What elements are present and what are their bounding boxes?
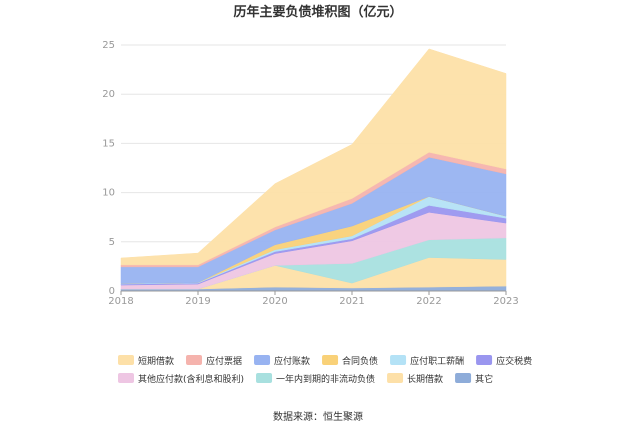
x-tick-label: 2018 — [108, 296, 133, 307]
legend-swatch — [118, 373, 134, 383]
legend-swatch — [322, 355, 339, 365]
legend-label: 一年内到期的非流动负债 — [276, 373, 375, 385]
y-tick-label: 25 — [102, 40, 115, 51]
y-tick-label: 20 — [102, 89, 115, 100]
legend-label: 其它 — [475, 373, 493, 385]
legend-item[interactable]: 应付票据 — [186, 355, 242, 367]
legend-swatch — [186, 355, 203, 365]
legend-swatch — [387, 373, 404, 383]
legend-label: 应付账款 — [274, 355, 310, 367]
legend-item[interactable]: 应付账款 — [254, 355, 310, 367]
legend-item[interactable]: 长期借款 — [387, 373, 443, 385]
y-tick-label: 5 — [109, 237, 115, 248]
legend-swatch — [256, 373, 273, 383]
legend-item[interactable]: 应交税费 — [476, 355, 532, 367]
chart-title: 历年主要负债堆积图（亿元） — [233, 4, 402, 20]
x-tick-label: 2023 — [493, 296, 518, 307]
legend-label: 应交税费 — [496, 355, 532, 367]
legend-label: 合同负债 — [342, 355, 378, 367]
legend-item[interactable]: 其他应付款(含利息和股利) — [118, 373, 244, 385]
legend-item[interactable]: 其它 — [455, 373, 493, 385]
legend-swatch — [455, 373, 472, 383]
legend-item[interactable]: 一年内到期的非流动负债 — [256, 373, 375, 385]
legend-label: 应付职工薪酬 — [410, 355, 464, 367]
y-tick-label: 0 — [109, 286, 115, 297]
legend-swatch — [476, 355, 493, 365]
x-tick-label: 2020 — [262, 296, 287, 307]
axes: 0 5 10 15 20 25 2018 2019 2020 2021 2022 2023 — [102, 40, 518, 307]
legend-item[interactable]: 应付职工薪酬 — [390, 355, 464, 367]
data-source-note: 数据来源：恒生聚源 — [273, 410, 363, 423]
legend-label: 长期借款 — [407, 373, 443, 385]
y-tick-label: 10 — [102, 188, 115, 199]
legend-swatch — [390, 355, 407, 365]
legend-item[interactable]: 短期借款 — [118, 355, 174, 367]
x-tick-label: 2019 — [185, 296, 210, 307]
legend-label: 其他应付款(含利息和股利) — [138, 373, 244, 385]
x-tick-label: 2021 — [339, 296, 364, 307]
y-tick-label: 15 — [102, 138, 115, 149]
legend-item[interactable]: 合同负债 — [322, 355, 378, 367]
area-layers — [120, 48, 507, 292]
legend-label: 短期借款 — [138, 355, 174, 367]
x-tick-label: 2022 — [416, 296, 441, 307]
legend-label: 应付票据 — [206, 355, 242, 367]
legend-swatch — [118, 355, 134, 365]
area-series — [120, 48, 507, 266]
legend-swatch — [254, 355, 271, 365]
